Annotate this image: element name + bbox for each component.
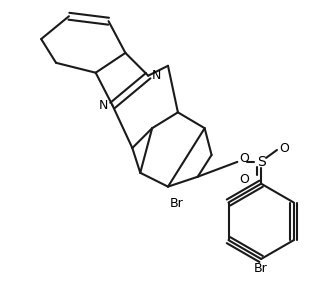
- Text: O: O: [240, 173, 249, 186]
- Text: Br: Br: [254, 262, 268, 275]
- Text: N: N: [99, 99, 109, 112]
- Text: N: N: [152, 69, 161, 82]
- Text: O: O: [239, 152, 249, 165]
- Text: Br: Br: [170, 196, 184, 210]
- Text: S: S: [257, 155, 266, 169]
- Text: O: O: [279, 141, 289, 155]
